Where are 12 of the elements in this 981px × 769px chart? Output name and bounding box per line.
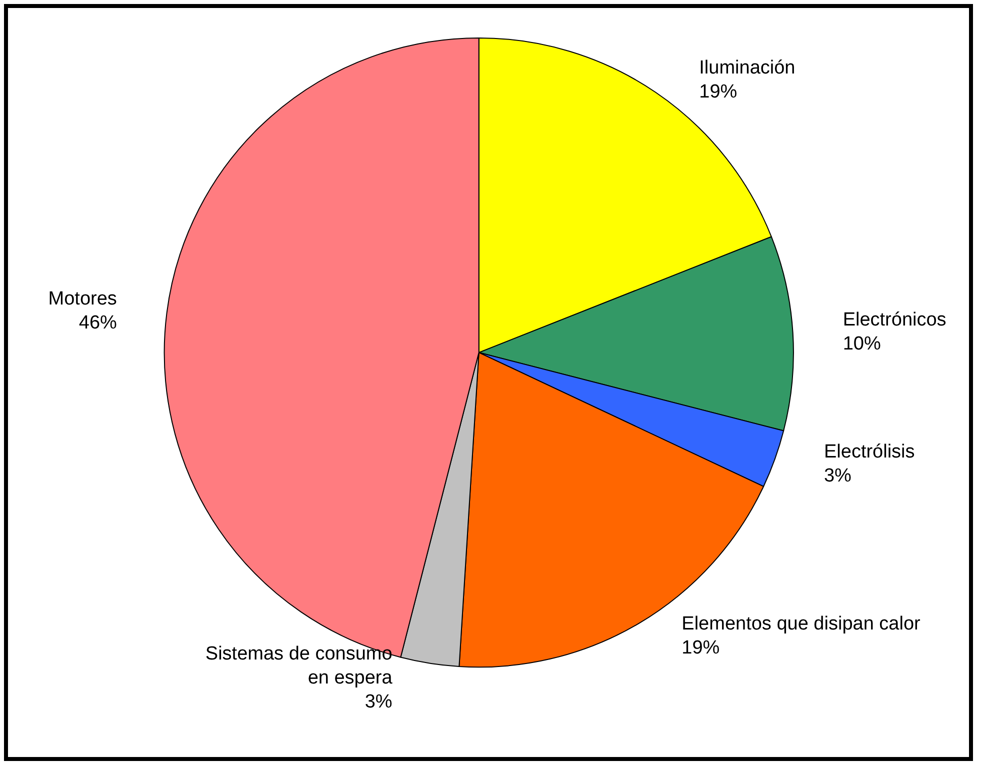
data-label: 10% [842,333,881,354]
slice-label: Iluminación [699,57,796,78]
slice-label: Sistemas de consumo en espera [205,644,393,689]
data-label: 3% [364,692,392,713]
slice-label: Motores [48,288,117,310]
slice-label: Elementos que disipan calor [682,614,922,635]
slice-label: Electrónicos [842,309,946,330]
data-label: 19% [682,638,720,659]
data-label: 46% [78,312,118,334]
slice-label: Electrólisis [824,442,915,463]
data-label: 3% [824,466,852,487]
data-label: 19% [699,81,738,102]
